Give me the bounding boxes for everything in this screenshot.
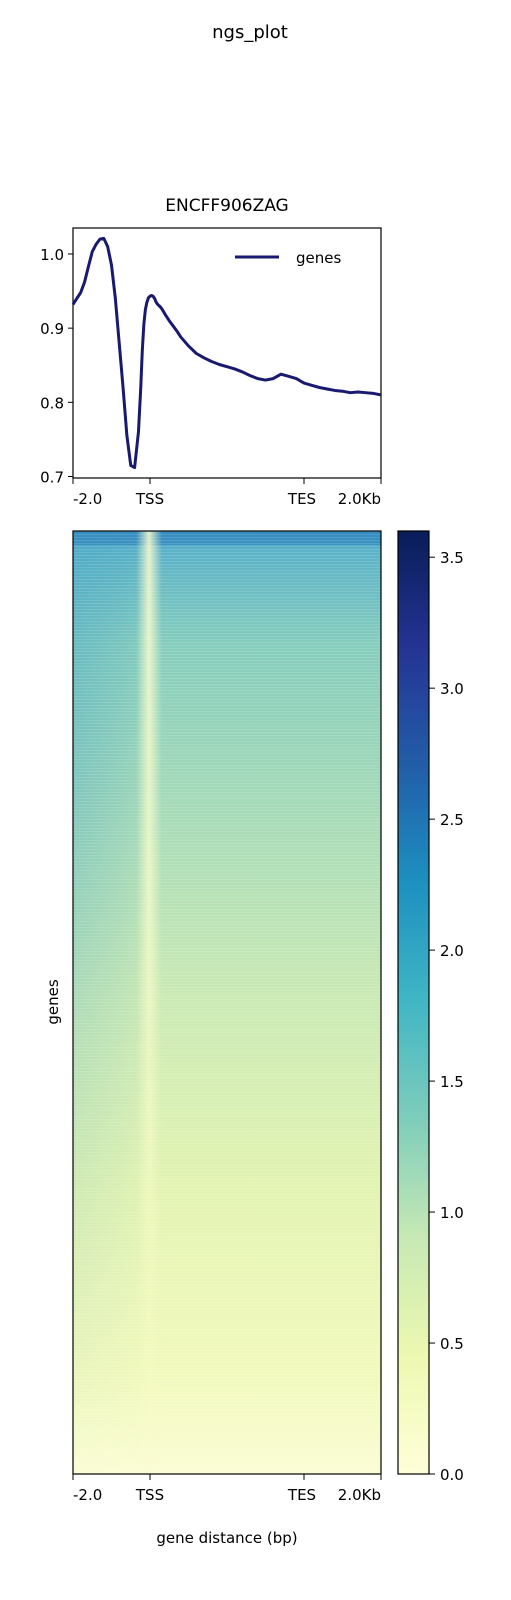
colorbar-tick-label: 0.0: [440, 1466, 464, 1484]
profile-x-tick-label: 2.0Kb: [338, 490, 381, 508]
legend-label-genes: genes: [296, 249, 341, 267]
colorbar: 0.0 0.5 1.0 1.5 2.0 2.5 3.0 3.5: [398, 531, 464, 1484]
colorbar-ticks: 0.0 0.5 1.0 1.5 2.0 2.5 3.0 3.5: [429, 549, 464, 1484]
profile-y-tick-label: 0.8: [40, 394, 64, 412]
colorbar-tick-label: 2.5: [440, 811, 464, 829]
colorbar-tick-label: 0.5: [440, 1335, 464, 1353]
colorbar-tick-label: 1.0: [440, 1204, 464, 1222]
colorbar-tick-label: 3.0: [440, 680, 464, 698]
profile-title: ENCFF906ZAG: [165, 196, 288, 216]
colorbar-gradient: [398, 531, 429, 1474]
heatmap-row-texture: [73, 531, 381, 1474]
profile-y-tick-label: 0.9: [40, 320, 64, 338]
profile-x-tick-label: -2.0: [73, 490, 102, 508]
heatmap: -2.0 TSS TES 2.0Kb gene distance (bp) genes: [44, 531, 381, 1547]
colorbar-tick-label: 2.0: [440, 942, 464, 960]
heatmap-x-tick-label: TSS: [135, 1486, 164, 1504]
colorbar-tick-label: 3.5: [440, 549, 464, 567]
profile-plot: ENCFF906ZAG 0.7 0.8 0.9 1.0 -2.0 TSS TES 2.0Kb…: [40, 196, 381, 508]
heatmap-x-tick-label: TES: [287, 1486, 316, 1504]
profile-y-tick-label: 0.7: [40, 469, 64, 487]
heatmap-x-axis: -2.0 TSS TES 2.0Kb: [73, 1474, 381, 1504]
profile-x-tick-label: TSS: [135, 490, 164, 508]
heatmap-x-tick-label: 2.0Kb: [338, 1486, 381, 1504]
figure-suptitle: ngs_plot: [212, 22, 288, 43]
profile-y-axis: 0.7 0.8 0.9 1.0: [40, 246, 73, 487]
profile-legend: genes: [235, 249, 341, 267]
profile-series: [73, 238, 381, 467]
heatmap-ylabel: genes: [44, 979, 62, 1024]
series-line-genes: [73, 238, 381, 467]
heatmap-x-tick-label: -2.0: [73, 1486, 102, 1504]
colorbar-tick-label: 1.5: [440, 1073, 464, 1091]
profile-x-tick-label: TES: [287, 490, 316, 508]
profile-x-axis: -2.0 TSS TES 2.0Kb: [73, 478, 381, 508]
profile-y-tick-label: 1.0: [40, 246, 64, 264]
heatmap-xlabel: gene distance (bp): [156, 1529, 297, 1547]
